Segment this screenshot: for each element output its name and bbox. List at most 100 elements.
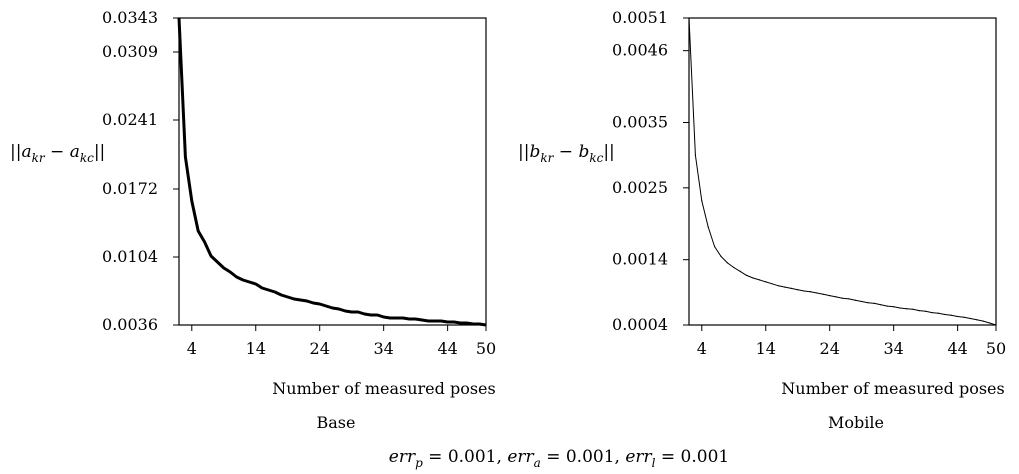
y-tick-label: 0.0309 [102, 42, 158, 61]
x-tick-label: 14 [246, 339, 266, 358]
data-point [331, 307, 334, 309]
x-tick-label: 34 [373, 339, 393, 358]
data-point [733, 266, 735, 269]
y-tick-label: 0.0172 [102, 179, 158, 198]
y-axis-label: ||akr − akc|| [10, 142, 105, 165]
data-point [178, 17, 180, 19]
data-point [701, 200, 703, 202]
x-axis-label: Number of measured poses [781, 379, 1004, 398]
data-point [434, 320, 436, 322]
y-tick-label: 0.0046 [612, 41, 668, 60]
data-point [427, 320, 429, 322]
data-point [950, 314, 952, 316]
x-ticks: 4 14 24 34 44 50 [187, 325, 496, 358]
data-point [841, 297, 844, 299]
data-point [216, 261, 218, 263]
data-point [395, 317, 398, 319]
y-tick-label: 0.0051 [612, 8, 668, 27]
chart-title: Base [317, 413, 356, 432]
x-tick-label: 24 [310, 339, 330, 358]
data-point [777, 285, 780, 287]
x-tick-label: 50 [476, 339, 496, 358]
y-tick-label: 0.0241 [102, 110, 158, 129]
data-point [765, 281, 767, 283]
data-point [280, 294, 282, 296]
data-point [771, 283, 773, 285]
data-point [485, 324, 487, 326]
data-point [376, 314, 378, 316]
data-point [835, 296, 837, 298]
data-point [976, 319, 978, 321]
data-point [197, 230, 199, 232]
x-tick-label: 4 [187, 339, 197, 358]
y-tick-label: 0.0014 [612, 250, 668, 269]
data-point [784, 286, 786, 288]
mobile-chart: 0.0004 0.0014 0.0025 0.0035 0.0046 0.0051 4 14… [518, 8, 1006, 432]
data-point [931, 312, 933, 314]
data-point [363, 313, 366, 315]
data-point [880, 304, 882, 306]
y-ticks: 0.0036 0.0104 0.0172 0.0241 0.0309 0.0343 [102, 8, 179, 334]
data-point [440, 320, 442, 322]
data-point [758, 279, 761, 281]
data-point [982, 320, 984, 322]
x-tick-label: 50 [986, 339, 1006, 358]
data-point [963, 316, 965, 318]
data-point [912, 308, 914, 310]
data-point [415, 318, 417, 320]
chart-title: Mobile [828, 413, 884, 432]
data-point [829, 295, 831, 297]
data-point [351, 311, 353, 313]
data-point [210, 255, 212, 257]
data-point [229, 271, 231, 273]
data-point [714, 246, 716, 248]
data-point [726, 262, 729, 264]
data-point [944, 313, 946, 316]
y-tick-label: 0.0004 [612, 315, 668, 334]
data-point [867, 302, 869, 304]
data-point [447, 321, 449, 323]
data-point [893, 306, 895, 308]
data-point [344, 310, 346, 312]
data-point [790, 287, 792, 289]
data-point [816, 292, 818, 294]
y-tick-label: 0.0025 [612, 178, 668, 197]
data-point [937, 312, 940, 314]
data-point [184, 156, 186, 158]
y-ticks: 0.0004 0.0014 0.0025 0.0035 0.0046 0.0051 [612, 8, 689, 334]
data-point [688, 17, 690, 19]
data-point [325, 305, 327, 307]
data-point [402, 317, 404, 319]
x-axis-label: Number of measured poses [272, 379, 495, 398]
data-points [178, 17, 487, 326]
x-tick-label: 24 [820, 339, 840, 358]
x-tick-label: 14 [756, 339, 776, 358]
data-point [453, 321, 455, 323]
data-point [293, 298, 295, 300]
data-point [797, 289, 799, 291]
data-point [707, 226, 709, 228]
data-point [479, 323, 481, 325]
data-point [752, 277, 754, 279]
x-tick-label: 44 [947, 339, 967, 358]
data-point [822, 293, 824, 295]
base-chart: 0.0036 0.0104 0.0172 0.0241 0.0309 0.0343 4 14… [10, 8, 496, 432]
data-point [969, 317, 972, 320]
data-point [925, 310, 927, 312]
x-tick-label: 44 [437, 339, 457, 358]
data-point [746, 274, 748, 276]
data-point [694, 154, 697, 156]
data-points [688, 17, 997, 326]
x-ticks: 4 14 24 34 44 50 [697, 325, 1006, 358]
data-point [242, 279, 244, 281]
data-point [223, 267, 225, 269]
data-point [267, 289, 270, 291]
data-point [905, 308, 908, 310]
data-point [957, 315, 959, 318]
data-point [248, 281, 250, 283]
data-point [472, 323, 474, 325]
data-point [899, 307, 901, 309]
data-point [383, 316, 385, 318]
data-point [466, 322, 468, 324]
